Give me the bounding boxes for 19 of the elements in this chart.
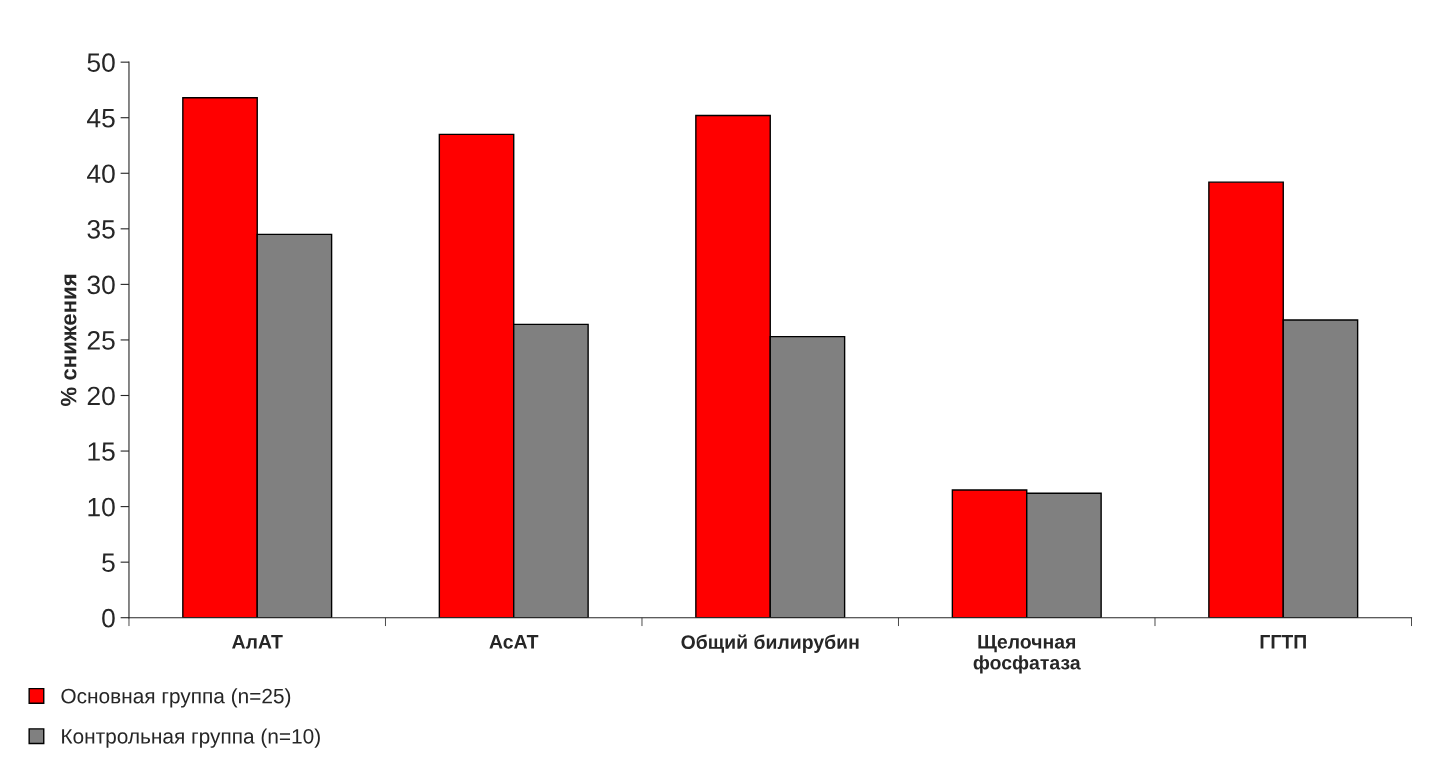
y-tick-label: 25 xyxy=(87,331,115,350)
y-tick-label: 10 xyxy=(88,497,115,517)
x-tick-label: АлАТ xyxy=(232,635,283,649)
y-tick-label: 5 xyxy=(102,553,115,572)
y-tick-label: 15 xyxy=(88,442,115,461)
y-tick-label: 35 xyxy=(87,219,115,239)
y-tick-label: 40 xyxy=(87,164,115,184)
y-tick-label: 30 xyxy=(87,275,115,295)
y-tick-label: 45 xyxy=(87,109,115,128)
x-tick-label: Общий билирубин xyxy=(681,634,859,653)
x-tick-label: АсАТ xyxy=(489,635,539,649)
x-tick-label: Щелочная фосфатаза xyxy=(973,635,1081,674)
y-axis-title: % снижения xyxy=(60,274,77,406)
y-tick-label: 0 xyxy=(102,608,115,628)
y-tick-label: 50 xyxy=(87,53,115,72)
y-tick-label: 20 xyxy=(87,386,115,406)
legend-label: Основная группа (n=25) xyxy=(61,688,291,708)
x-tick-label: ГГТП xyxy=(1260,635,1306,649)
legend-label: Контрольная группа (n=10) xyxy=(62,728,320,748)
